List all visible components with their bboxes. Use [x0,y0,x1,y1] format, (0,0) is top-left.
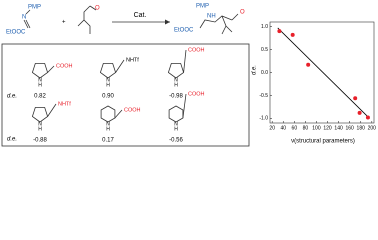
figure: PMP N EtOOC + O Cat. PMP NH EtOOC O d.e.… [0,0,378,147]
ester-label: EtOOC [6,30,26,36]
bond [115,59,125,73]
y-tick-label: 1.0 [261,24,268,30]
de-value: -0.88 [33,138,47,144]
point [306,62,311,67]
n-label: N [38,77,42,83]
catalyst-box [1,43,250,147]
ring [31,63,49,79]
catalyst: NH COOH 0.82 [31,63,73,100]
x-tick-label: 80 [303,125,309,131]
row-label: d.e. [7,94,17,100]
n-label: N [174,121,178,127]
substituent: COOH [56,63,73,69]
reagent: Cat. [134,12,147,19]
y-axis-label: d.e. [252,65,258,75]
substituent: COOH [188,47,205,53]
ring [31,107,49,123]
de-value: 0.82 [34,94,46,100]
y-tick-label: 0.5 [261,47,268,53]
y-tick-label: -0.5 [259,93,268,99]
reactant-imine: PMP N EtOOC [6,5,41,36]
h-label: H [174,82,178,88]
bond [182,93,187,119]
ring [167,63,185,79]
o-label: O [95,6,100,12]
x-tick-label: 100 [312,125,321,131]
bond [114,109,123,119]
bond [183,49,187,73]
h-label: H [106,82,110,88]
de-value: -0.98 [169,94,183,100]
x-tick-label: 140 [334,125,343,131]
catalyst: NH NHTf -0.88 [31,101,71,144]
x-tick-label: 200 [368,125,377,131]
h-label: H [174,126,178,132]
row-label: d.e. [7,137,17,143]
background [0,0,378,147]
point [277,29,282,34]
nh-label: NH [207,14,216,20]
x-tick-label: 120 [323,125,332,131]
bond [47,65,55,73]
n-label: N [106,77,110,83]
n-label: N [106,121,110,127]
fit-line [277,27,370,119]
de-value: 0.17 [102,138,114,144]
ester-label: EtOOC [174,28,194,34]
x-tick-label: 180 [357,125,366,131]
h-label: H [38,126,42,132]
substituent: COOH [188,91,205,97]
o-label: O [240,10,245,16]
substituent: NHTf [58,101,71,107]
n-label: N [174,77,178,83]
plus: + [62,20,66,26]
catalyst: NH COOH -0.56 [168,91,205,144]
h-label: H [106,126,110,132]
pmp-label: PMP [28,5,41,11]
arrow-head [165,19,170,25]
chart: d.e. ν(structural parameters) -1.0 -0.5 0.… [252,21,377,145]
y-tick-label: -1.0 [259,116,268,122]
n-label: N [22,15,26,21]
product: PMP NH EtOOC O [174,4,245,35]
catalyst: NH COOH 0.17 [100,105,141,144]
y-tick-label: 0.0 [261,70,268,76]
substituent: NHTf [126,57,139,63]
reactant-aldehyde: O [77,6,100,34]
de-value: 0.90 [102,94,114,100]
catalyst: NH NHTf 0.90 [99,57,139,100]
bond [47,103,57,117]
h-label: H [38,82,42,88]
de-value: -0.56 [169,138,183,144]
pmp-label: PMP [196,4,209,10]
n-label: N [38,121,42,127]
x-axis-label: ν(structural parameters) [291,139,355,145]
catalyst: NH COOH -0.98 [167,47,205,100]
substituent: COOH [124,107,141,113]
point [290,32,295,37]
x-tick-label: 160 [345,125,354,131]
x-tick-label: 20 [269,125,275,131]
point [357,110,362,115]
point [365,115,370,120]
catalysts: NHCOOH0.82NHNHTf0.90NHCOOH-0.98NHNHTf-0.… [31,47,205,144]
point [353,96,358,101]
x-tick-label: 40 [280,125,286,131]
ring [99,63,117,79]
x-tick-label: 60 [292,125,298,131]
